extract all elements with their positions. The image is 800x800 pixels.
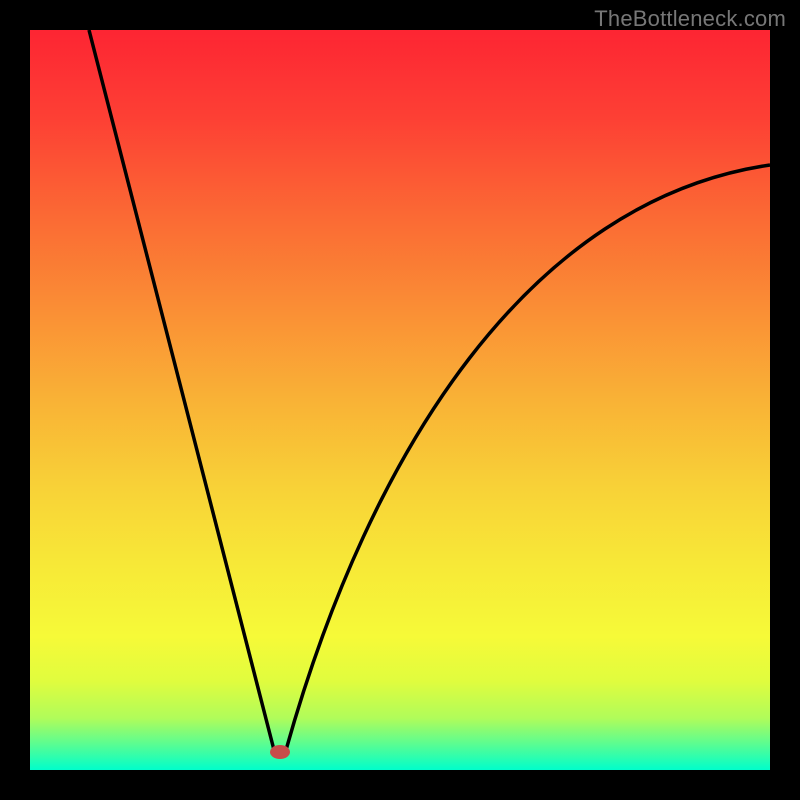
minimum-marker	[270, 745, 290, 759]
gradient-background	[30, 30, 770, 770]
plot-area	[30, 30, 770, 770]
chart-svg	[30, 30, 770, 770]
watermark-text: TheBottleneck.com	[594, 6, 786, 32]
chart-root: TheBottleneck.com	[0, 0, 800, 800]
